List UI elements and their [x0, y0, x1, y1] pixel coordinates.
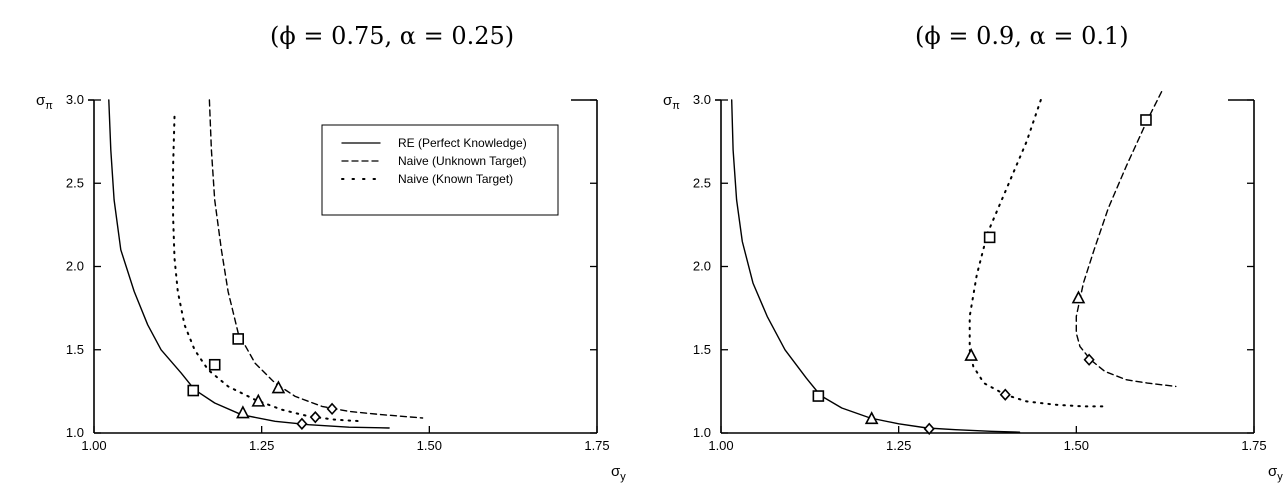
y-tick-label: 3.0	[66, 92, 84, 107]
y-axis-label: σπ	[663, 92, 680, 112]
x-tick-label: 1.25	[249, 438, 274, 453]
x-tick-label: 1.50	[417, 438, 442, 453]
x-tick-label: 1.75	[584, 438, 609, 453]
marker-triangle	[1071, 290, 1086, 304]
marker-diamond	[1083, 353, 1095, 366]
legend-entry: Naive (Known Target)	[398, 172, 513, 186]
marker-triangle	[864, 411, 879, 425]
x-tick-label: 1.25	[886, 438, 911, 453]
series-line-dashed	[1075, 90, 1177, 388]
y-tick-label: 3.0	[693, 92, 711, 107]
x-tick-label: 1.50	[1064, 438, 1089, 453]
marker-square	[232, 333, 244, 345]
marker-square	[208, 358, 221, 371]
x-tick-label: 1.00	[81, 438, 106, 453]
y-tick-label: 2.0	[693, 259, 711, 274]
marker-diamond	[309, 410, 321, 424]
legend-entry: RE (Perfect Knowledge)	[398, 136, 527, 150]
legend-entry: Naive (Unknown Target)	[398, 154, 527, 168]
marker-square	[983, 231, 996, 244]
y-tick-label: 2.0	[66, 259, 84, 274]
marker-triangle	[964, 347, 978, 361]
marker-diamond	[923, 422, 935, 436]
x-tick-label: 1.00	[708, 438, 733, 453]
marker-triangle	[271, 380, 286, 394]
series-line-solid	[731, 99, 1021, 433]
marker-diamond	[326, 402, 338, 416]
y-tick-label: 2.5	[66, 175, 84, 190]
marker-square	[1140, 114, 1152, 126]
legend-box	[321, 124, 559, 216]
y-tick-label: 1.0	[66, 425, 84, 440]
marker-square	[812, 390, 825, 402]
y-tick-label: 1.0	[693, 425, 711, 440]
y-tick-label: 2.5	[693, 175, 711, 190]
chart-title-right: (ϕ = 0.9, α = 0.1)	[915, 22, 1129, 50]
y-tick-label: 1.5	[66, 342, 84, 357]
series-line-dotted	[172, 115, 364, 423]
chart-title-left: (ϕ = 0.75, α = 0.25)	[270, 22, 515, 50]
marker-triangle	[251, 393, 266, 407]
y-tick-label: 1.5	[693, 342, 711, 357]
marker-diamond	[296, 417, 308, 431]
marker-diamond	[999, 388, 1011, 401]
series-line-dashed	[208, 99, 424, 419]
x-tick-label: 1.75	[1241, 438, 1266, 453]
marker-square	[187, 384, 200, 397]
x-axis-label: σy	[1268, 463, 1283, 483]
marker-triangle	[236, 405, 250, 419]
